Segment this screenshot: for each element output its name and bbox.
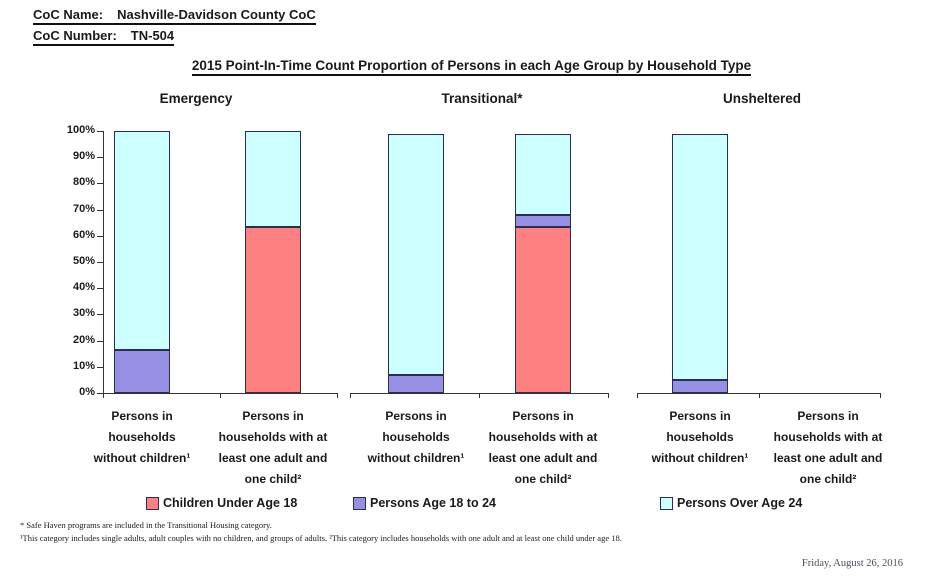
y-axis-tick <box>97 210 103 211</box>
x-axis-line <box>637 393 881 394</box>
y-axis-tick-label: 10% <box>72 360 95 372</box>
legend-swatch-purple <box>353 496 366 510</box>
chart-title: 2015 Point-In-Time Count Proportion of P… <box>191 58 752 76</box>
legend-label: Children Under Age 18 <box>163 496 298 510</box>
bar-segment-persons-age-18-to-24 <box>388 374 444 393</box>
legend-item-children-under-18: Children Under Age 18 <box>146 496 297 510</box>
y-axis-tick <box>97 157 103 158</box>
y-axis-tick <box>97 288 103 289</box>
category-label: Persons in households with at least one … <box>488 409 598 486</box>
legend-swatch-red <box>146 496 159 510</box>
y-axis-tick-label: 60% <box>72 229 95 241</box>
x-axis-tick <box>880 394 881 398</box>
section-header-unsheltered: Unsheltered <box>722 91 802 106</box>
legend-item-age-18-to-24: Persons Age 18 to 24 <box>353 496 496 510</box>
title-wrap: 2015 Point-In-Time Count Proportion of P… <box>0 57 943 76</box>
y-axis-tick <box>97 393 103 394</box>
y-axis-tick-label: 100% <box>66 124 95 136</box>
y-axis-tick-label: 80% <box>72 176 95 188</box>
x-axis-tick <box>220 394 221 398</box>
coc-number-label: CoC Number: <box>33 28 117 43</box>
category-label: Persons in households without children¹ <box>93 409 191 465</box>
footnote-safe-haven: * Safe Haven programs are included in th… <box>20 520 272 530</box>
x-axis-tick <box>637 394 638 398</box>
category-label: Persons in households with at least one … <box>218 409 328 486</box>
x-axis-tick <box>479 394 480 398</box>
coc-name-label: CoC Name: <box>33 7 104 22</box>
legend-label: Persons Over Age 24 <box>677 496 803 510</box>
y-axis-tick-label: 40% <box>72 281 95 293</box>
x-axis-tick <box>103 394 104 398</box>
x-axis-tick <box>337 394 338 398</box>
category-label: Persons in households with at least one … <box>773 409 883 486</box>
bar-segment-persons-age-18-to-24 <box>672 379 728 393</box>
x-axis-tick <box>759 394 760 398</box>
category-label: Persons in households without children¹ <box>651 409 749 465</box>
coc-number-value: TN-504 <box>130 28 175 43</box>
y-axis-tick <box>97 183 103 184</box>
bar-segment-children-under-age-18 <box>245 226 301 393</box>
x-axis-line <box>350 393 609 394</box>
y-axis-tick <box>97 367 103 368</box>
bar-segment-persons-over-age-24 <box>114 131 170 350</box>
x-axis-tick <box>350 394 351 398</box>
x-axis-line <box>103 393 338 394</box>
y-axis-tick <box>97 131 103 132</box>
y-axis-tick-label: 90% <box>72 150 95 162</box>
coc-name-line: CoC Name: Nashville-Davidson County CoC <box>33 7 316 25</box>
y-axis-tick-label: 20% <box>72 334 95 346</box>
y-axis-line <box>103 131 104 394</box>
bar-segment-persons-over-age-24 <box>672 133 728 380</box>
x-axis-tick <box>608 394 609 398</box>
legend-swatch-cyan <box>660 496 673 510</box>
y-axis-tick-label: 70% <box>72 203 95 215</box>
bar-segment-persons-over-age-24 <box>245 131 301 227</box>
y-axis-tick <box>97 262 103 263</box>
legend-label: Persons Age 18 to 24 <box>370 496 496 510</box>
coc-name-value: Nashville-Davidson County CoC <box>117 7 316 22</box>
report-date: Friday, August 26, 2016 <box>801 558 903 569</box>
legend-item-over-age-24: Persons Over Age 24 <box>660 496 802 510</box>
bar-segment-children-under-age-18 <box>515 226 571 393</box>
bar-segment-persons-age-18-to-24 <box>114 349 170 393</box>
y-axis-tick-label: 0% <box>79 386 95 398</box>
y-axis-tick-label: 30% <box>72 307 95 319</box>
bar-segment-persons-age-18-to-24 <box>515 214 571 227</box>
y-axis-tick <box>97 314 103 315</box>
y-axis-tick <box>97 341 103 342</box>
bar-segment-persons-over-age-24 <box>515 133 571 215</box>
section-header-transitional: Transitional* <box>441 91 523 106</box>
coc-number-line: CoC Number: TN-504 <box>33 28 175 46</box>
category-label: Persons in households without children¹ <box>367 409 465 465</box>
y-axis-tick-label: 50% <box>72 255 95 267</box>
footnote-category-definitions: ¹This category includes single adults, a… <box>20 533 622 543</box>
section-header-emergency: Emergency <box>159 91 233 106</box>
y-axis-tick <box>97 236 103 237</box>
bar-segment-persons-over-age-24 <box>388 133 444 375</box>
